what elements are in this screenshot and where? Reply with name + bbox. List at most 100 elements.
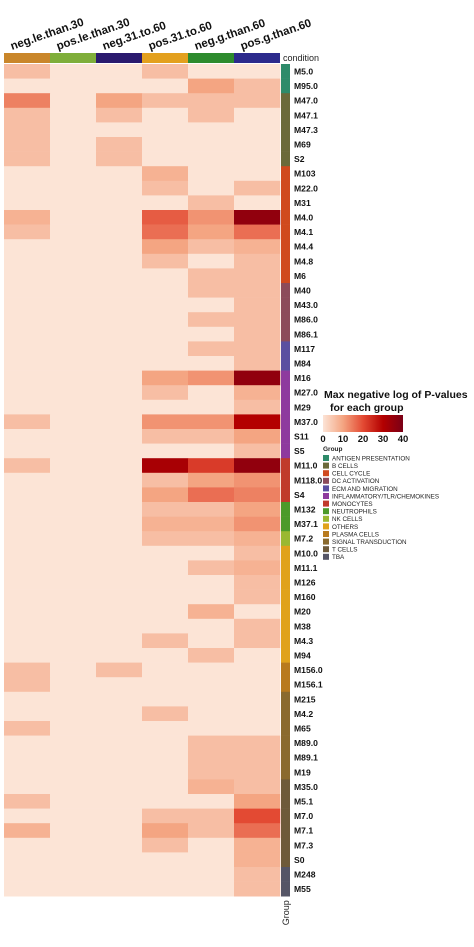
group-bar-cell (281, 881, 290, 897)
group-bar-cell (281, 472, 290, 488)
heatmap-cell (96, 633, 143, 649)
heatmap-cell (96, 721, 143, 736)
heatmap-cell (234, 166, 281, 182)
row-label: M86.0 (294, 315, 318, 325)
heatmap-cell (96, 151, 143, 167)
heatmap-cell (4, 794, 51, 809)
heatmap-cell (96, 78, 143, 94)
heatmap-cell (4, 808, 51, 824)
group-bar-cell (281, 867, 290, 882)
row-label: M4.8 (294, 256, 313, 266)
heatmap-cell (50, 779, 97, 795)
heatmap-cell (234, 779, 281, 795)
heatmap-cell (142, 794, 189, 809)
group-bar-cell (281, 107, 290, 123)
heatmap-cell (234, 560, 281, 576)
group-bar-cell (281, 312, 290, 328)
heatmap-cell (4, 268, 51, 284)
heatmap-cell (50, 823, 97, 839)
heatmap-cell (4, 78, 51, 94)
heatmap-cell (142, 283, 189, 298)
heatmap-cell (50, 78, 97, 94)
row-label: M69 (294, 140, 311, 150)
group-bar-cell (281, 137, 290, 152)
heatmap-cell (188, 837, 235, 853)
heatmap-cell (142, 166, 189, 182)
heatmap-cell (96, 764, 143, 780)
group-bar-cell (281, 721, 290, 736)
heatmap-cell (50, 414, 97, 430)
row-label: M29 (294, 402, 311, 412)
heatmap-cell (50, 64, 97, 79)
heatmap-cell (96, 356, 143, 371)
group-bar-cell (281, 224, 290, 240)
heatmap-cell (142, 837, 189, 853)
heatmap-cell (4, 210, 51, 225)
heatmap-cell (188, 706, 235, 722)
heatmap-cell (96, 297, 143, 313)
row-label: M11.1 (294, 563, 318, 573)
heatmap-cell (96, 662, 143, 678)
heatmap-cell (96, 312, 143, 328)
heatmap-cell (96, 253, 143, 269)
heatmap-cell (50, 224, 97, 240)
heatmap-cell (96, 137, 143, 152)
heatmap-cell (234, 443, 281, 459)
heatmap-cell (188, 239, 235, 255)
heatmap-cell (142, 399, 189, 415)
heatmap-cell (188, 78, 235, 94)
heatmap-cell (188, 341, 235, 357)
row-label: M5.0 (294, 67, 313, 77)
heatmap-cell (96, 107, 143, 123)
heatmap-cell (4, 560, 51, 576)
group-bar-cell (281, 837, 290, 853)
group-legend-swatch (323, 531, 329, 537)
heatmap-cell (96, 881, 143, 897)
heatmap-cell (4, 618, 51, 634)
heatmap-cell (188, 648, 235, 663)
heatmap-cell (4, 151, 51, 167)
heatmap-cell (50, 633, 97, 649)
heatmap-cell (96, 852, 143, 868)
heatmap-cell (234, 633, 281, 649)
heatmap-cell (188, 253, 235, 269)
group-bar-cell (281, 531, 290, 547)
heatmap-cell (96, 239, 143, 255)
condition-bar-cell (4, 53, 50, 63)
heatmap-cell (96, 429, 143, 444)
condition-label: condition (283, 53, 319, 63)
condition-bar-cell (234, 53, 280, 63)
group-legend-label: TBA (332, 554, 345, 561)
heatmap-cell (50, 268, 97, 284)
heatmap-cell (4, 545, 51, 561)
heatmap-cell (4, 64, 51, 79)
heatmap-cell (50, 429, 97, 444)
group-legend-swatch (323, 493, 329, 499)
heatmap-cell (50, 399, 97, 415)
heatmap-cell (142, 122, 189, 138)
group-legend-label: MONOCYTES (332, 501, 373, 508)
group-legend-swatch (323, 523, 329, 530)
heatmap-cell (50, 867, 97, 882)
heatmap-cell (96, 823, 143, 839)
heatmap-cell (188, 867, 235, 882)
heatmap-cell (142, 618, 189, 634)
heatmap-cell (4, 823, 51, 839)
heatmap-cell (234, 224, 281, 240)
heatmap-cell (234, 195, 281, 211)
heatmap-cell (50, 618, 97, 634)
heatmap-cell (50, 721, 97, 736)
group-bar-cell (281, 253, 290, 269)
heatmap-cell (142, 472, 189, 488)
row-label: M65 (294, 724, 311, 734)
heatmap-cell (234, 764, 281, 780)
heatmap-cell (188, 662, 235, 678)
row-label: S0 (294, 855, 305, 865)
heatmap-cell (234, 794, 281, 809)
heatmap-cell (188, 516, 235, 532)
heatmap-cell (4, 487, 51, 503)
heatmap-cell (96, 837, 143, 853)
heatmap-cell (4, 429, 51, 444)
heatmap-cell (188, 195, 235, 211)
row-label: S11 (294, 432, 309, 442)
